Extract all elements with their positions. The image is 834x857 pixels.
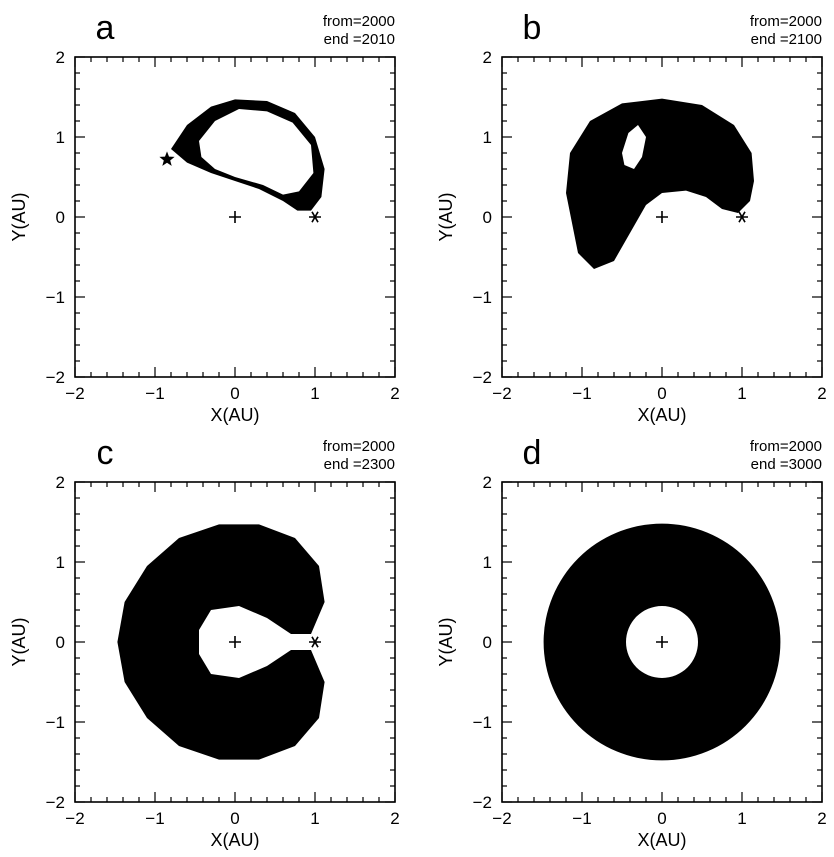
sun-marker — [229, 211, 241, 223]
y-axis-label: Y(AU) — [436, 193, 456, 242]
x-tick-label: 0 — [230, 809, 239, 828]
end-label: end =2300 — [324, 456, 395, 473]
y-axis-label: Y(AU) — [9, 193, 29, 242]
y-tick-label: −1 — [473, 288, 492, 307]
from-label: from=2000 — [323, 13, 395, 30]
from-label: from=2000 — [323, 438, 395, 455]
y-tick-label: 1 — [56, 553, 65, 572]
y-tick-label: 1 — [56, 128, 65, 147]
earth-marker — [309, 211, 321, 223]
orbit-region — [543, 523, 781, 761]
x-tick-label: 1 — [310, 809, 319, 828]
earth-marker — [736, 211, 748, 223]
x-tick-label: 0 — [657, 809, 666, 828]
orbit-region — [566, 98, 754, 269]
y-axis-label: Y(AU) — [9, 618, 29, 667]
x-axis-label: X(AU) — [211, 830, 260, 850]
y-tick-label: 0 — [483, 208, 492, 227]
y-tick-label: −2 — [46, 368, 65, 387]
y-tick-label: −2 — [473, 793, 492, 812]
panel-letter: d — [523, 434, 542, 472]
y-tick-label: 1 — [483, 128, 492, 147]
x-tick-label: −2 — [492, 384, 511, 403]
y-tick-label: −2 — [46, 793, 65, 812]
from-label: from=2000 — [750, 438, 822, 455]
end-label: end =2100 — [751, 31, 822, 48]
x-tick-label: 0 — [230, 384, 239, 403]
orbit-region — [171, 99, 325, 211]
y-tick-label: −2 — [473, 368, 492, 387]
x-tick-label: −2 — [65, 384, 84, 403]
orbit-region — [117, 524, 325, 760]
y-tick-label: −1 — [46, 713, 65, 732]
y-tick-label: 2 — [483, 48, 492, 67]
x-tick-label: 2 — [390, 384, 399, 403]
x-axis-label: X(AU) — [638, 405, 687, 425]
x-tick-label: 1 — [737, 809, 746, 828]
x-tick-label: 2 — [817, 809, 826, 828]
end-label: end =3000 — [751, 456, 822, 473]
y-tick-label: 1 — [483, 553, 492, 572]
x-tick-label: −1 — [572, 384, 591, 403]
y-tick-label: 0 — [483, 633, 492, 652]
sun-marker — [656, 211, 668, 223]
sun-marker — [229, 636, 241, 648]
y-tick-label: 2 — [56, 473, 65, 492]
x-tick-label: 1 — [737, 384, 746, 403]
y-tick-label: 0 — [56, 633, 65, 652]
x-tick-label: 2 — [817, 384, 826, 403]
x-axis-label: X(AU) — [638, 830, 687, 850]
from-label: from=2000 — [750, 13, 822, 30]
x-tick-label: 0 — [657, 384, 666, 403]
sun-marker — [656, 636, 668, 648]
panel-letter: b — [523, 9, 542, 47]
panel-letter: c — [97, 434, 114, 472]
y-axis-label: Y(AU) — [436, 618, 456, 667]
x-axis-label: X(AU) — [211, 405, 260, 425]
star-marker — [159, 151, 175, 166]
x-tick-label: −2 — [65, 809, 84, 828]
x-tick-label: −1 — [145, 384, 164, 403]
y-tick-label: 2 — [483, 473, 492, 492]
panel-letter: a — [96, 9, 115, 47]
x-tick-label: 2 — [390, 809, 399, 828]
earth-marker — [309, 636, 321, 648]
y-tick-label: 0 — [56, 208, 65, 227]
x-tick-label: −1 — [145, 809, 164, 828]
x-tick-label: 1 — [310, 384, 319, 403]
y-tick-label: −1 — [473, 713, 492, 732]
x-tick-label: −1 — [572, 809, 591, 828]
x-tick-label: −2 — [492, 809, 511, 828]
y-tick-label: 2 — [56, 48, 65, 67]
y-tick-label: −1 — [46, 288, 65, 307]
end-label: end =2010 — [324, 31, 395, 48]
